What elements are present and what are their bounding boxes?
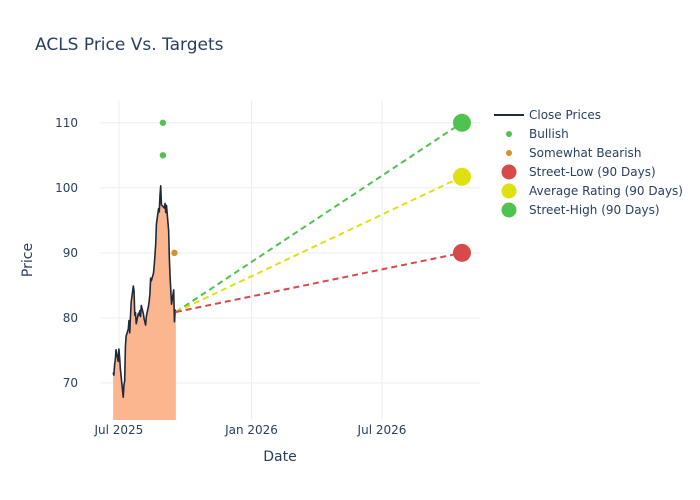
legend-label-average-rating: Average Rating (90 Days) [529,184,683,198]
legend[interactable]: Close Prices Bullish Somewhat Bearish Stree… [494,108,683,218]
y-tick-label: 110 [55,116,78,130]
y-tick-label: 90 [63,246,78,260]
data-layer [112,113,471,420]
legend-item-bullish[interactable]: Bullish [506,127,569,141]
legend-item-somewhat-bearish[interactable]: Somewhat Bearish [506,146,641,160]
legend-item-close-prices[interactable]: Close Prices [494,108,601,122]
legend-swatch-street-high [501,202,517,218]
legend-swatch-average-rating [501,183,517,199]
y-tick-label: 100 [55,181,78,195]
somewhat-bearish-rating-point [171,249,178,257]
x-tick-label: Jan 2026 [224,423,278,437]
legend-swatch-bullish [506,131,512,137]
chart-title: ACLS Price Vs. Targets [35,35,224,55]
x-axis-title: Date [263,449,296,465]
x-tick-label: Jul 2025 [93,423,143,437]
bullish-rating-point [159,152,167,159]
bullish-rating-point [159,119,167,126]
y-axis-title: Price [20,243,36,277]
legend-label-bullish: Bullish [529,127,569,141]
y-tick-label: 70 [63,376,78,390]
legend-item-street-high[interactable]: Street-High (90 Days) [501,202,660,218]
street-high-target-marker [452,113,471,132]
legend-swatch-street-low [501,164,517,180]
legend-label-street-high: Street-High (90 Days) [529,203,660,217]
legend-label-somewhat-bearish: Somewhat Bearish [529,146,641,160]
average-rating-target-marker [452,167,471,186]
legend-label-street-low: Street-Low (90 Days) [529,165,656,179]
close-price-line [112,185,177,399]
tick-layer: 70 80 90 100 110 Jul 2025 Jan 2026 Jul 2026 [55,116,406,437]
x-tick-label: Jul 2026 [357,423,407,437]
legend-label-close-prices: Close Prices [529,108,601,122]
legend-item-average-rating[interactable]: Average Rating (90 Days) [501,183,684,199]
street-high-target-line [175,121,463,313]
average-rating-target-line [175,175,463,313]
y-tick-label: 80 [63,311,78,325]
legend-swatch-somewhat-bearish [506,150,512,156]
street-low-target-line [175,251,463,314]
street-low-target-marker [452,243,471,262]
legend-item-street-low[interactable]: Street-Low (90 Days) [501,164,656,180]
close-price-area [113,185,176,420]
